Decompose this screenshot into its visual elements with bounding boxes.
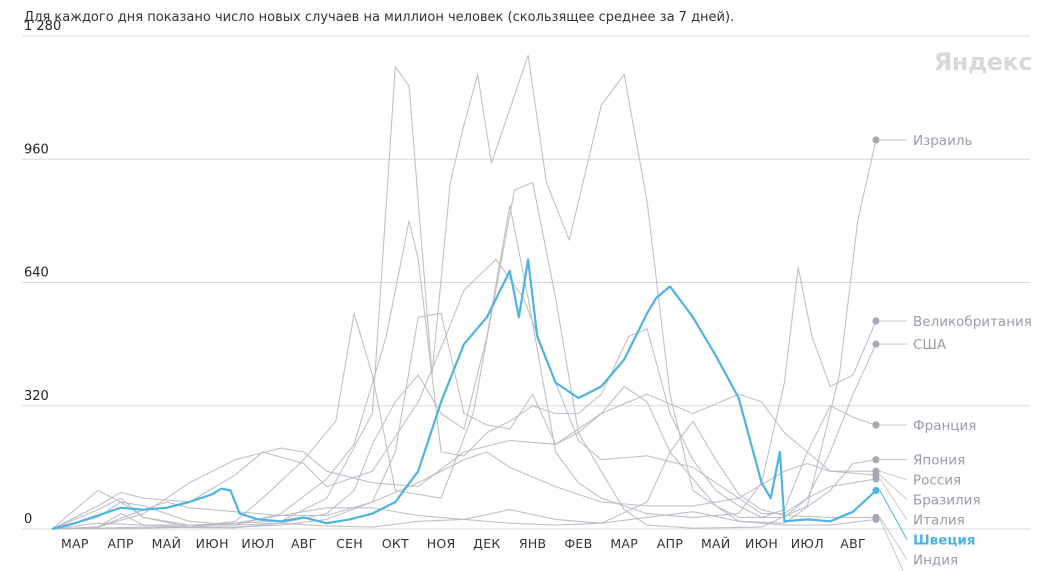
legend-label: Индия bbox=[913, 553, 958, 569]
label-connector bbox=[879, 519, 904, 571]
x-tick-label: ФЕВ bbox=[564, 536, 592, 551]
series-layer bbox=[51, 54, 877, 531]
label-connector bbox=[879, 490, 908, 540]
x-tick-label: ОКТ bbox=[382, 536, 409, 551]
series-line bbox=[51, 258, 877, 530]
legend-label: Франция bbox=[913, 418, 976, 434]
x-tick-label: АВГ bbox=[291, 536, 317, 551]
y-tick-label: 320 bbox=[24, 389, 49, 404]
series-end-dot bbox=[872, 475, 880, 483]
series-end-dot bbox=[872, 136, 880, 144]
series-end-dot bbox=[872, 421, 880, 429]
x-tick-label: СЕН bbox=[336, 536, 363, 551]
yandex-watermark: Яндекс bbox=[933, 48, 1033, 76]
series-line bbox=[51, 220, 877, 530]
label-connector bbox=[879, 517, 908, 560]
x-tick-label: МАР bbox=[610, 536, 638, 551]
x-tick-label: АПР bbox=[657, 536, 684, 551]
x-tick-label: АВГ bbox=[840, 536, 866, 551]
x-tick-label: ИЮЛ bbox=[791, 536, 824, 551]
x-tick-label: МАЙ bbox=[152, 536, 182, 551]
grid-layer bbox=[22, 35, 1030, 530]
x-tick-label: МАР bbox=[61, 536, 89, 551]
legend-label: Япония bbox=[913, 453, 965, 469]
series-end-dot bbox=[872, 317, 880, 325]
label-connector bbox=[879, 470, 908, 481]
x-tick-label: ИЮН bbox=[745, 536, 778, 551]
label-connector bbox=[879, 478, 908, 520]
legend-label: Италия bbox=[913, 513, 965, 529]
x-tick-label: ДЕК bbox=[473, 536, 500, 551]
legend-label: США bbox=[913, 337, 947, 353]
label-connector bbox=[879, 474, 908, 501]
series-line bbox=[51, 258, 877, 531]
series-line bbox=[51, 420, 876, 530]
x-tick-label: НОЯ bbox=[427, 536, 456, 551]
legend-label: Россия bbox=[913, 473, 961, 489]
x-tick-label: АПР bbox=[107, 536, 134, 551]
x-tick-label: ЯНВ bbox=[519, 536, 547, 551]
legend-label: Швеция bbox=[913, 533, 976, 549]
series-end-dot bbox=[872, 515, 880, 523]
label-layer: 0 320 640 960 1 280 МАР АПР МАЙ ИЮН ИЮЛ АВГ СЕН ОКТ Н… bbox=[24, 19, 1032, 571]
series-line bbox=[51, 54, 877, 530]
series-line bbox=[51, 204, 877, 530]
x-tick-label: ИЮЛ bbox=[241, 536, 274, 551]
legend-label: Израиль bbox=[913, 133, 973, 149]
y-tick-label: 960 bbox=[24, 142, 49, 157]
legend-label: Великобритания bbox=[913, 314, 1032, 330]
series-line bbox=[51, 459, 877, 530]
series-end-dot bbox=[872, 456, 880, 464]
series-line bbox=[51, 139, 877, 530]
x-tick-label: МАЙ bbox=[701, 536, 731, 551]
y-tick-label: 0 bbox=[24, 512, 32, 527]
series-end-dot bbox=[872, 486, 880, 495]
chart-subtitle: Для каждого дня показано число новых слу… bbox=[24, 10, 735, 25]
legend-label: Бразилия bbox=[913, 493, 981, 509]
y-tick-label: 1 280 bbox=[24, 19, 61, 34]
y-tick-label: 640 bbox=[24, 266, 49, 281]
x-tick-label: ИЮН bbox=[196, 536, 229, 551]
series-line bbox=[51, 393, 877, 530]
series-end-dot bbox=[872, 340, 880, 348]
